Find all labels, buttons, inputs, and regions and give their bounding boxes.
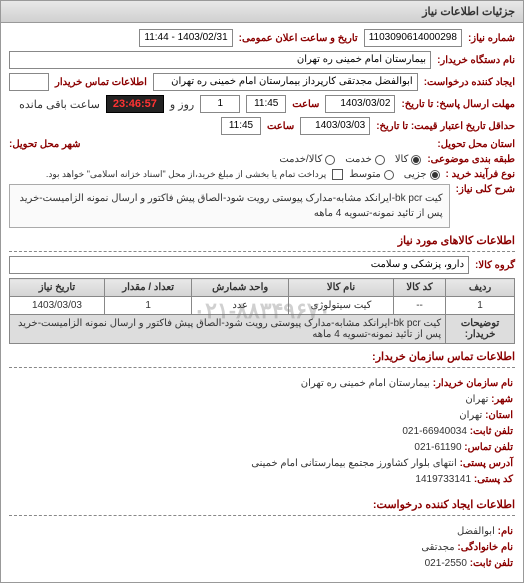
- postal-label: کد پستی:: [474, 474, 513, 485]
- td-qty: 1: [104, 297, 191, 315]
- th-name: نام کالا: [289, 279, 394, 297]
- goods-group-field: دارو، پزشکی و سلامت: [9, 256, 469, 274]
- postal: 1419733141: [415, 474, 471, 485]
- main-desc-box: کیت bk pcr-ایرانکد مشابه-مدارک پیوستی رو…: [9, 184, 450, 228]
- org-contact-title: اطلاعات تماس سازمان خریدار:: [9, 350, 515, 363]
- req-number-field: 1103090614000298: [364, 29, 462, 47]
- province: تهران: [459, 410, 482, 421]
- main-desc-label: شرح کلی نیاز:: [456, 184, 515, 195]
- address-label: آدرس پستی:: [460, 458, 513, 469]
- classify-radios: کالا خدمت کالا/خدمت: [279, 154, 421, 165]
- time-label-1: ساعت: [292, 99, 319, 110]
- device-field: بیمارستان امام خمینی ره تهران: [9, 51, 431, 69]
- td-row: 1: [446, 297, 515, 315]
- td-date: 1403/03/03: [10, 297, 105, 315]
- days-remain-suffix: روز و: [170, 98, 194, 111]
- creator-label: ایجاد کننده درخواست:: [424, 77, 515, 88]
- td-name: کیت سیتولوژی: [289, 297, 394, 315]
- radio-kala[interactable]: کالا: [395, 154, 422, 165]
- table-note-row: توضیحات خریدار: کیت bk pcr-ایرانکد مشابه…: [10, 315, 515, 344]
- radio-medium[interactable]: متوسط: [349, 169, 393, 180]
- delivery-place-label: استان محل تحویل:: [437, 139, 515, 150]
- goods-group-label: گروه کالا:: [475, 260, 515, 271]
- buyer-note-label: توضیحات خریدار:: [446, 315, 515, 344]
- radio-dot-icon: [325, 155, 335, 165]
- deadline-send-time: 11:45: [246, 95, 286, 113]
- province-label: استان:: [485, 410, 513, 421]
- address: انتهای بلوار کشاورز مجتمع بیمارستانی اما…: [251, 458, 456, 469]
- org-name-label: نام سازمان خریدار:: [433, 378, 513, 389]
- announce-label: تاریخ و ساعت اعلان عمومی:: [239, 33, 358, 44]
- th-unit: واحد شمارش: [192, 279, 289, 297]
- countdown-suffix: ساعت باقی مانده: [19, 98, 100, 111]
- deadline-send-label: مهلت ارسال پاسخ: تا تاریخ:: [401, 99, 515, 110]
- validity-date: 1403/03/03: [300, 117, 370, 135]
- radio-dot-icon: [384, 170, 394, 180]
- device-label: نام دستگاه خریدار:: [437, 55, 515, 66]
- creator-contact-block: نام: ابوالفضل نام خانوادگی: مجدتقی تلفن …: [9, 520, 515, 576]
- creator-phone: 2550-021: [425, 558, 467, 569]
- radio-khadamat[interactable]: خدمت: [345, 154, 385, 165]
- phone-label: تلفن ثابت:: [470, 426, 513, 437]
- radio-kala-khadamat[interactable]: کالا/خدمت: [279, 154, 335, 165]
- table-header-row: ردیف کد کالا نام کالا واحد شمارش تعداد /…: [10, 279, 515, 297]
- delivery-city-label: شهر محل تحویل:: [9, 139, 81, 150]
- th-date: تاریخ نیاز: [10, 279, 105, 297]
- classify-label: طبقه بندی موضوعی:: [427, 154, 515, 165]
- td-code: --: [393, 297, 445, 315]
- creator-field: ابوالفضل مجدتقی کارپرداز بیمارستان امام …: [153, 73, 418, 91]
- radio-partial[interactable]: جزیی: [404, 169, 440, 180]
- separator: [9, 515, 515, 516]
- deadline-send-date: 1403/03/02: [325, 95, 395, 113]
- radio-dot-icon: [430, 170, 440, 180]
- table-row[interactable]: 1 -- کیت سیتولوژی عدد 1 1403/03/03: [10, 297, 515, 315]
- th-row: ردیف: [446, 279, 515, 297]
- separator: [9, 367, 515, 368]
- validity-time: 11:45: [221, 117, 261, 135]
- th-code: کد کالا: [393, 279, 445, 297]
- org-contact-block: نام سازمان خریدار: بیمارستان امام خمینی …: [9, 372, 515, 492]
- fax-label: تلفن تماس:: [464, 442, 513, 453]
- th-qty: تعداد / مقدار: [104, 279, 191, 297]
- phone: 66940034-021: [402, 426, 467, 437]
- panel-title: جزئیات اطلاعات نیاز: [1, 1, 523, 23]
- contact-field[interactable]: [9, 73, 49, 91]
- radio-dot-icon: [375, 155, 385, 165]
- process-note: پرداخت تمام یا بخشی از مبلغ خرید،از محل …: [46, 169, 326, 180]
- lname: مجدتقی: [421, 542, 454, 553]
- announce-field: 1403/02/31 - 11:44: [139, 29, 232, 47]
- req-number-label: شماره نیاز:: [468, 33, 515, 44]
- table-wrap: ردیف کد کالا نام کالا واحد شمارش تعداد /…: [9, 278, 515, 344]
- org-name: بیمارستان امام خمینی ره تهران: [301, 378, 430, 389]
- time-label-2: ساعت: [267, 121, 294, 132]
- fax: 61190-021: [414, 442, 461, 453]
- buyer-note: کیت bk pcr-ایرانکد مشابه-مدارک پیوستی رو…: [10, 315, 446, 344]
- req-creator-title: اطلاعات ایجاد کننده درخواست:: [9, 498, 515, 511]
- goods-section-title: اطلاعات کالاهای مورد نیاز: [9, 234, 515, 247]
- days-remain: 1: [200, 95, 240, 113]
- fname-label: نام:: [498, 526, 513, 537]
- lname-label: نام خانوادگی:: [457, 542, 513, 553]
- validity-label: حداقل تاریخ اعتبار قیمت: تا تاریخ:: [376, 121, 515, 132]
- city-label: شهر:: [491, 394, 513, 405]
- countdown-timer: 23:46:57: [106, 95, 164, 113]
- process-label: نوع فرآیند خرید :: [446, 169, 515, 180]
- goods-table: ردیف کد کالا نام کالا واحد شمارش تعداد /…: [9, 278, 515, 344]
- creator-phone-label: تلفن ثابت:: [470, 558, 513, 569]
- radio-dot-icon: [411, 155, 421, 165]
- process-radios: جزیی متوسط: [349, 169, 439, 180]
- details-panel: جزئیات اطلاعات نیاز شماره نیاز: 11030906…: [0, 0, 524, 583]
- separator: [9, 251, 515, 252]
- city: تهران: [465, 394, 488, 405]
- td-unit: عدد: [192, 297, 289, 315]
- treasury-checkbox[interactable]: [332, 169, 343, 180]
- panel-body: شماره نیاز: 1103090614000298 تاریخ و ساع…: [1, 23, 523, 582]
- fname: ابوالفضل: [457, 526, 495, 537]
- contact-buyer-label: اطلاعات تماس خریدار: [55, 77, 147, 88]
